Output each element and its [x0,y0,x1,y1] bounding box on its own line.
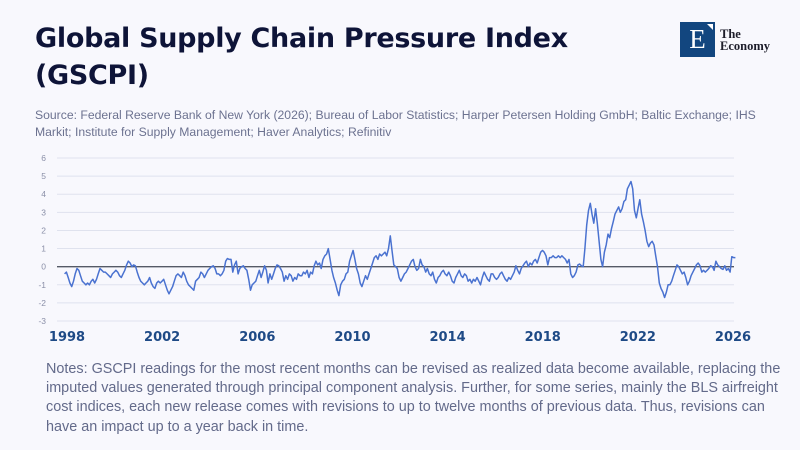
y-tick-label: -3 [38,316,46,326]
chart-title: Global Supply Chain Pressure Index (GSCP… [35,23,568,91]
logo-line-2: Economy [720,38,770,53]
y-tick-label: 6 [41,153,46,163]
x-axis-ticks: 1998 2002 2006 2010 2014 2018 2022 2026 [49,330,751,345]
y-tick-label: -2 [38,298,46,308]
logo-mark-icon: E [680,22,715,57]
x-tick-label: 2014 [429,330,465,345]
chart-area: 6 5 4 3 2 1 0 -1 -2 -3 1998 2002 2006 2010 2014 2018 20… [0,145,800,360]
x-tick-label: 2002 [144,330,180,345]
y-tick-label: -1 [38,280,46,290]
y-tick-label: 5 [41,171,46,181]
y-tick-label: 2 [41,225,46,235]
x-tick-label: 2018 [525,330,561,345]
line-chart: 6 5 4 3 2 1 0 -1 -2 -3 1998 2002 2006 2010 2014 2018 20… [38,153,751,345]
logo-letter: E [689,24,706,54]
source-text: Source: Federal Reserve Bank of New York… [35,108,756,139]
logo-notch [707,24,713,30]
y-tick-label: 0 [41,262,46,272]
gscpi-series-line [64,180,736,299]
x-tick-label: 1998 [49,330,85,345]
y-tick-label: 1 [41,244,46,254]
gridlines [57,157,734,322]
notes-text: Notes: GSCPI readings for the most recen… [46,361,781,435]
x-tick-label: 2010 [334,330,370,345]
logo-wordmark: The Economy [720,26,770,53]
x-tick-label: 2006 [239,330,275,345]
x-tick-label: 2026 [715,330,751,345]
y-tick-label: 3 [41,207,46,217]
y-tick-label: 4 [41,189,46,199]
logo-line-1: The [720,26,741,41]
x-tick-label: 2022 [620,330,656,345]
y-axis-ticks: 6 5 4 3 2 1 0 -1 -2 -3 [38,153,46,326]
brand-logo[interactable]: E The Economy [680,22,770,57]
